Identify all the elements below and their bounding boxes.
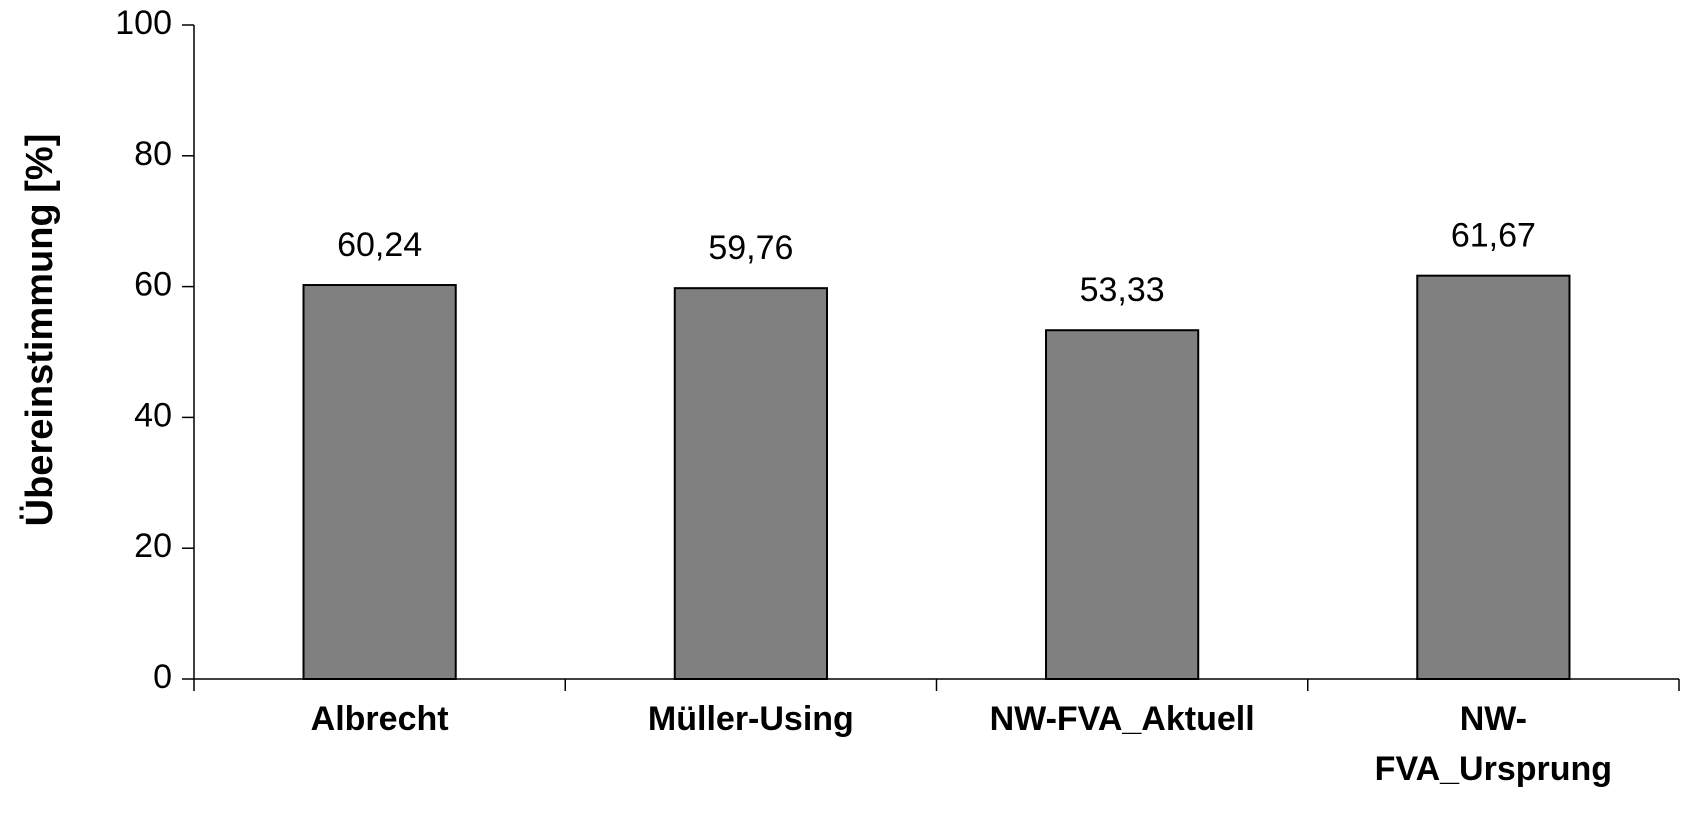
data-label: 59,76 <box>708 229 793 267</box>
data-label: 53,33 <box>1080 271 1165 309</box>
x-tick-label: Müller-Using <box>647 700 854 738</box>
x-tick-label: Albrecht <box>310 700 449 738</box>
y-tick-label: 20 <box>134 527 172 565</box>
x-tick-label: NW-FVA_Aktuell <box>989 700 1255 738</box>
y-tick-label: 40 <box>134 396 172 434</box>
bar <box>1416 274 1571 680</box>
bar <box>673 287 828 680</box>
y-tick-label: 60 <box>134 266 172 304</box>
y-tick-label: 0 <box>153 658 172 696</box>
bar <box>302 284 457 680</box>
y-tick-label: 80 <box>134 135 172 173</box>
bar <box>1045 329 1200 680</box>
data-label: 60,24 <box>337 226 422 264</box>
y-axis-label: Übereinstimmung [%] <box>18 134 61 527</box>
y-tick-label: 100 <box>115 4 172 42</box>
x-tick-label: NW-FVA_Ursprung <box>1374 700 1613 788</box>
data-label: 61,67 <box>1451 217 1536 255</box>
